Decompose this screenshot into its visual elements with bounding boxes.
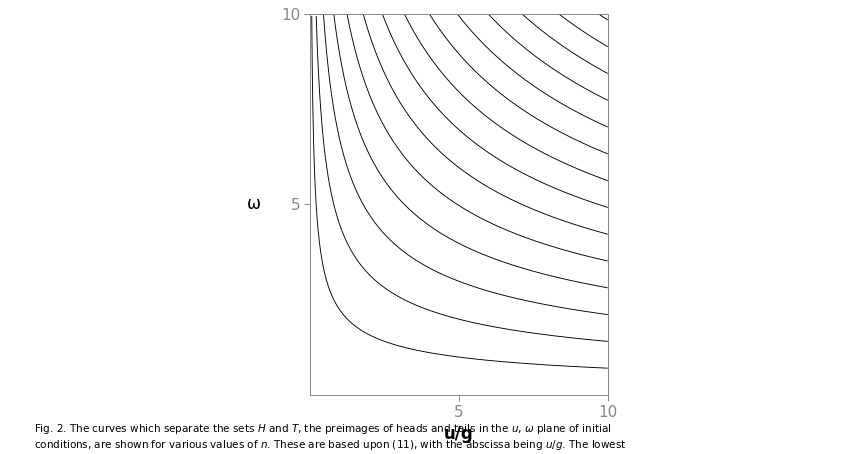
Y-axis label: ω: ω [246,195,260,213]
Text: Fig. 2. The curves which separate the sets $H$ and $T$, the preimages of heads a: Fig. 2. The curves which separate the se… [34,422,626,454]
X-axis label: u/g: u/g [444,425,474,443]
